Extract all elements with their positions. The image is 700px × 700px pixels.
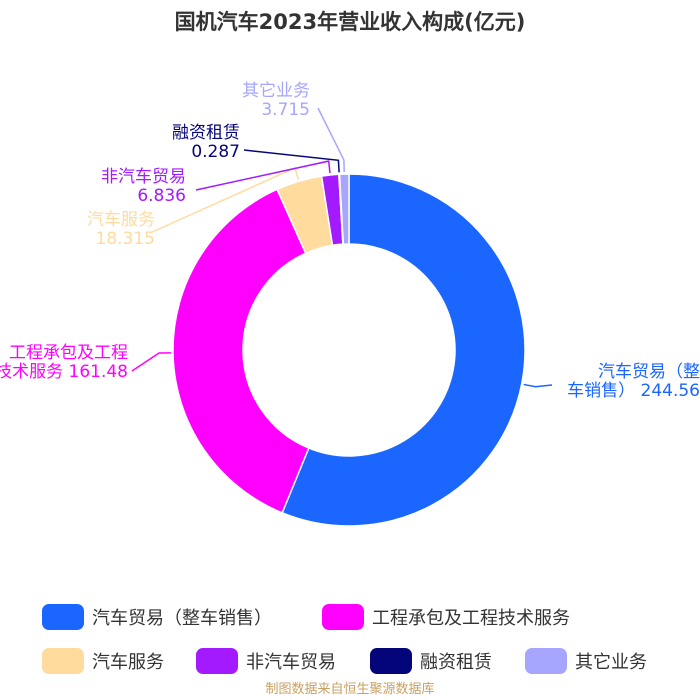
legend-label-car-service: 汽车服务 <box>92 652 164 673</box>
legend-label-car-trade: 汽车贸易（整车销售） <box>92 608 272 629</box>
legend-item-leasing: 融资租赁 <box>370 648 492 674</box>
leader-line-non-car-trade <box>195 160 331 191</box>
legend-swatch-other <box>525 648 567 674</box>
label-car-service: 汽车服务 18.315 <box>87 210 155 249</box>
leader-line-leasing <box>243 149 340 173</box>
legend-swatch-non-car-trade <box>196 648 238 674</box>
legend-swatch-car-service <box>42 648 84 674</box>
label-non-car-trade: 非汽车贸易 6.836 <box>101 167 186 206</box>
slice-car-trade <box>281 173 526 527</box>
slice-other <box>338 173 350 245</box>
legend-label-engineering: 工程承包及工程技术服务 <box>372 608 570 629</box>
slice-engineering <box>172 188 310 514</box>
legend-item-car-trade: 汽车贸易（整车销售） <box>42 604 272 630</box>
legend-swatch-leasing <box>370 648 412 674</box>
leader-line-other <box>317 107 345 173</box>
legend-label-leasing: 融资租赁 <box>420 652 492 673</box>
legend-item-engineering: 工程承包及工程技术服务 <box>322 604 570 630</box>
legend-label-other: 其它业务 <box>575 652 647 673</box>
leader-line-car-trade <box>523 383 553 388</box>
chart-title: 国机汽车2023年营业收入构成(亿元) <box>175 10 526 34</box>
label-other: 其它业务 3.715 <box>242 81 310 120</box>
slice-labels: 汽车贸易（整车销售） 244.56 工程承包及工程技术服务 161.48 汽车服务 1… <box>0 81 700 401</box>
legend-swatch-engineering <box>322 604 364 630</box>
label-car-trade: 汽车贸易（整车销售） 244.56 <box>567 362 700 401</box>
legend-item-other: 其它业务 <box>525 648 647 674</box>
legend-label-non-car-trade: 非汽车贸易 <box>246 652 336 673</box>
leader-line-engineering <box>131 352 172 372</box>
legend-swatch-car-trade <box>42 604 84 630</box>
label-leasing: 融资租赁 0.287 <box>172 123 240 162</box>
legend-item-car-service: 汽车服务 <box>42 648 164 674</box>
source-note: 制图数据来自恒生聚源数据库 <box>265 681 434 697</box>
donut-slices <box>172 173 526 527</box>
legend-item-non-car-trade: 非汽车贸易 <box>196 648 336 674</box>
label-engineering: 工程承包及工程技术服务 161.48 <box>0 343 128 382</box>
